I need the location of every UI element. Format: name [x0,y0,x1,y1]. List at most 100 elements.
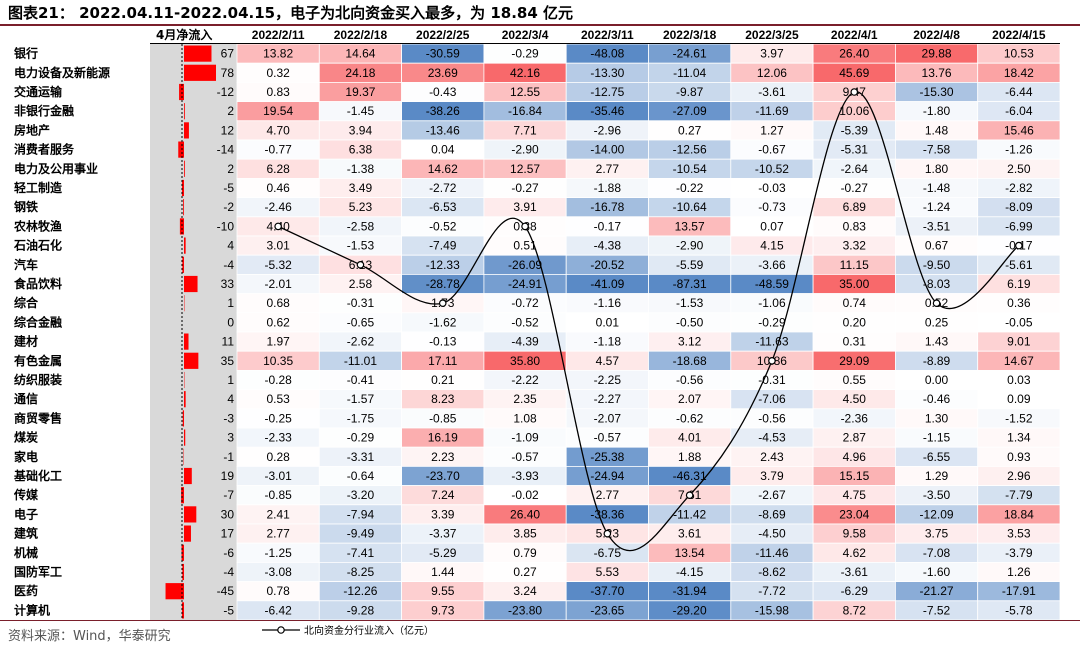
heatmap-cell-value: 13.76 [922,66,952,80]
heatmap-cell-value: 2.96 [1007,469,1031,483]
net-inflow-value: 67 [221,47,235,61]
heatmap-cell-value: -3.93 [511,469,539,483]
heatmap-cell-value: 3.94 [349,123,373,137]
line-series-point [768,356,776,365]
heatmap-cell-value: 26.40 [839,47,869,61]
heatmap-cell-value: -27.09 [673,104,707,118]
heatmap-cell-value: -0.27 [511,181,539,195]
heatmap-cell-value: 24.18 [345,66,375,80]
heatmap-cell-value: 4.50 [843,392,867,406]
heatmap-cell-value: 1.43 [925,335,949,349]
heatmap-cell-value: 0.46 [266,181,290,195]
heatmap-cell-value: -24.91 [508,277,542,291]
heatmap-cell-value: -24.61 [673,47,707,61]
heatmap-cell-value: 0.32 [266,66,290,80]
heatmap-cell-value: -3.66 [758,258,786,272]
heatmap-cell-value: 0.68 [266,296,290,310]
heatmap-cell-value: -1.88 [594,181,622,195]
legend: 北向资金分行业流入（亿元） [262,624,434,637]
sector-label: 电力设备及新能源 [14,65,110,80]
line-series-point [685,491,694,500]
heatmap-cell-value: 10.35 [263,354,293,368]
line-series-point [438,299,447,308]
heatmap-cell-value: 0.36 [1007,296,1031,310]
sector-label: 轻工制造 [14,180,63,195]
source-rule [0,620,1080,621]
heatmap-cell-value: -7.08 [923,546,951,560]
heatmap-cell-value: -7.79 [1005,488,1033,502]
heatmap-cell-value: -1.48 [923,181,951,195]
heatmap-cell-value: 12.57 [510,162,540,176]
heatmap-cell-value: 13.57 [675,219,705,233]
heatmap-cell-value: 2.77 [596,488,620,502]
heatmap-cell-value: 7.24 [431,488,455,502]
heatmap-cell-value: 3.53 [1007,527,1031,541]
heatmap-cell-value: -15.30 [920,85,954,99]
heatmap-cell-value: 0.03 [1007,373,1031,387]
heatmap-cell-value: -30.59 [426,47,460,61]
sector-label: 非银行金融 [14,103,74,118]
heatmap-cell-value: -11.69 [755,104,788,118]
net-inflow-value: -12 [217,85,235,99]
net-inflow-bar [184,352,199,369]
heatmap-cell-value: -3.31 [347,450,375,464]
heatmap-cell-value: -2.90 [511,143,539,157]
heatmap-cell-value: -9.28 [347,603,375,617]
heatmap-cell-value: 0.31 [843,335,867,349]
column-header: 2022/3/18 [663,28,717,42]
line-series-point [932,299,941,308]
column-header: 2022/2/25 [416,28,470,42]
heatmap-cell-value: -1.25 [264,546,292,560]
heatmap-cell-value: -2.22 [511,373,539,387]
heatmap-cell-value: -0.29 [758,315,786,329]
heatmap-cell-value: -0.85 [264,488,292,502]
column-header: 2022/3/11 [581,28,634,42]
heatmap-cell-value: -0.73 [758,200,786,214]
column-header: 2022/2/18 [334,28,388,42]
net-inflow-bar [184,506,197,523]
heatmap-cell-value: 0.62 [266,315,290,329]
heatmap-cell-value: 0.27 [513,565,537,579]
heatmap-cell-value: 4.57 [596,354,620,368]
heatmap-cell-value: 3.85 [513,527,537,541]
heatmap-cell-value: -18.68 [673,354,707,368]
net-inflow-bar [184,429,186,446]
heatmap-cell-value: -4.53 [758,431,786,445]
net-inflow-value: 78 [221,66,235,80]
heatmap-cell-value: -1.53 [347,239,375,253]
heatmap-cell-value: 9.55 [431,584,455,598]
heatmap-cell-value: 6.89 [843,200,867,214]
heatmap-cell-value: -48.08 [590,47,624,61]
heatmap-cell-value: 6.28 [266,162,290,176]
heatmap-cell-value: 1.44 [431,565,455,579]
heatmap-cell-value: 3.79 [760,469,784,483]
heatmap-cell-value: -46.31 [673,469,707,483]
heatmap-cell-value: -14.00 [590,143,624,157]
heatmap-cell-value: -38.26 [426,104,460,118]
heatmap-cell-value: -24.94 [590,469,624,483]
heatmap-cell-value: 5.23 [349,200,373,214]
heatmap-cell-value: -21.27 [920,584,954,598]
heatmap-cell-value: -3.50 [923,488,951,502]
heatmap-cell-value: -87.31 [673,277,707,291]
heatmap-cell-value: 0.55 [843,373,867,387]
heatmap-cell-value: 1.80 [925,162,949,176]
heatmap-cell-value: 1.27 [760,123,784,137]
heatmap-cell-value: -1.09 [511,431,539,445]
heatmap-cell-value: -1.52 [1005,411,1033,425]
heatmap-cell-value: 2.50 [1007,162,1031,176]
heatmap-cell-value: -48.59 [755,277,789,291]
heatmap-cell-value: 3.97 [760,47,784,61]
net-inflow-bar [182,410,184,427]
heatmap-cell-value: 0.20 [843,315,867,329]
line-series-point [274,222,282,231]
heatmap-cell [977,600,1061,621]
heatmap-cell-value: -9.87 [676,85,704,99]
heatmap-cell-value: 19.54 [263,104,293,118]
heatmap-cell-value: -37.70 [590,584,624,598]
sector-label: 建材 [13,334,38,349]
column-header: 2022/3/25 [745,28,799,42]
heatmap-cell-value: -12.26 [343,584,377,598]
net-inflow-background [150,44,237,620]
net-inflow-bar [184,237,186,254]
